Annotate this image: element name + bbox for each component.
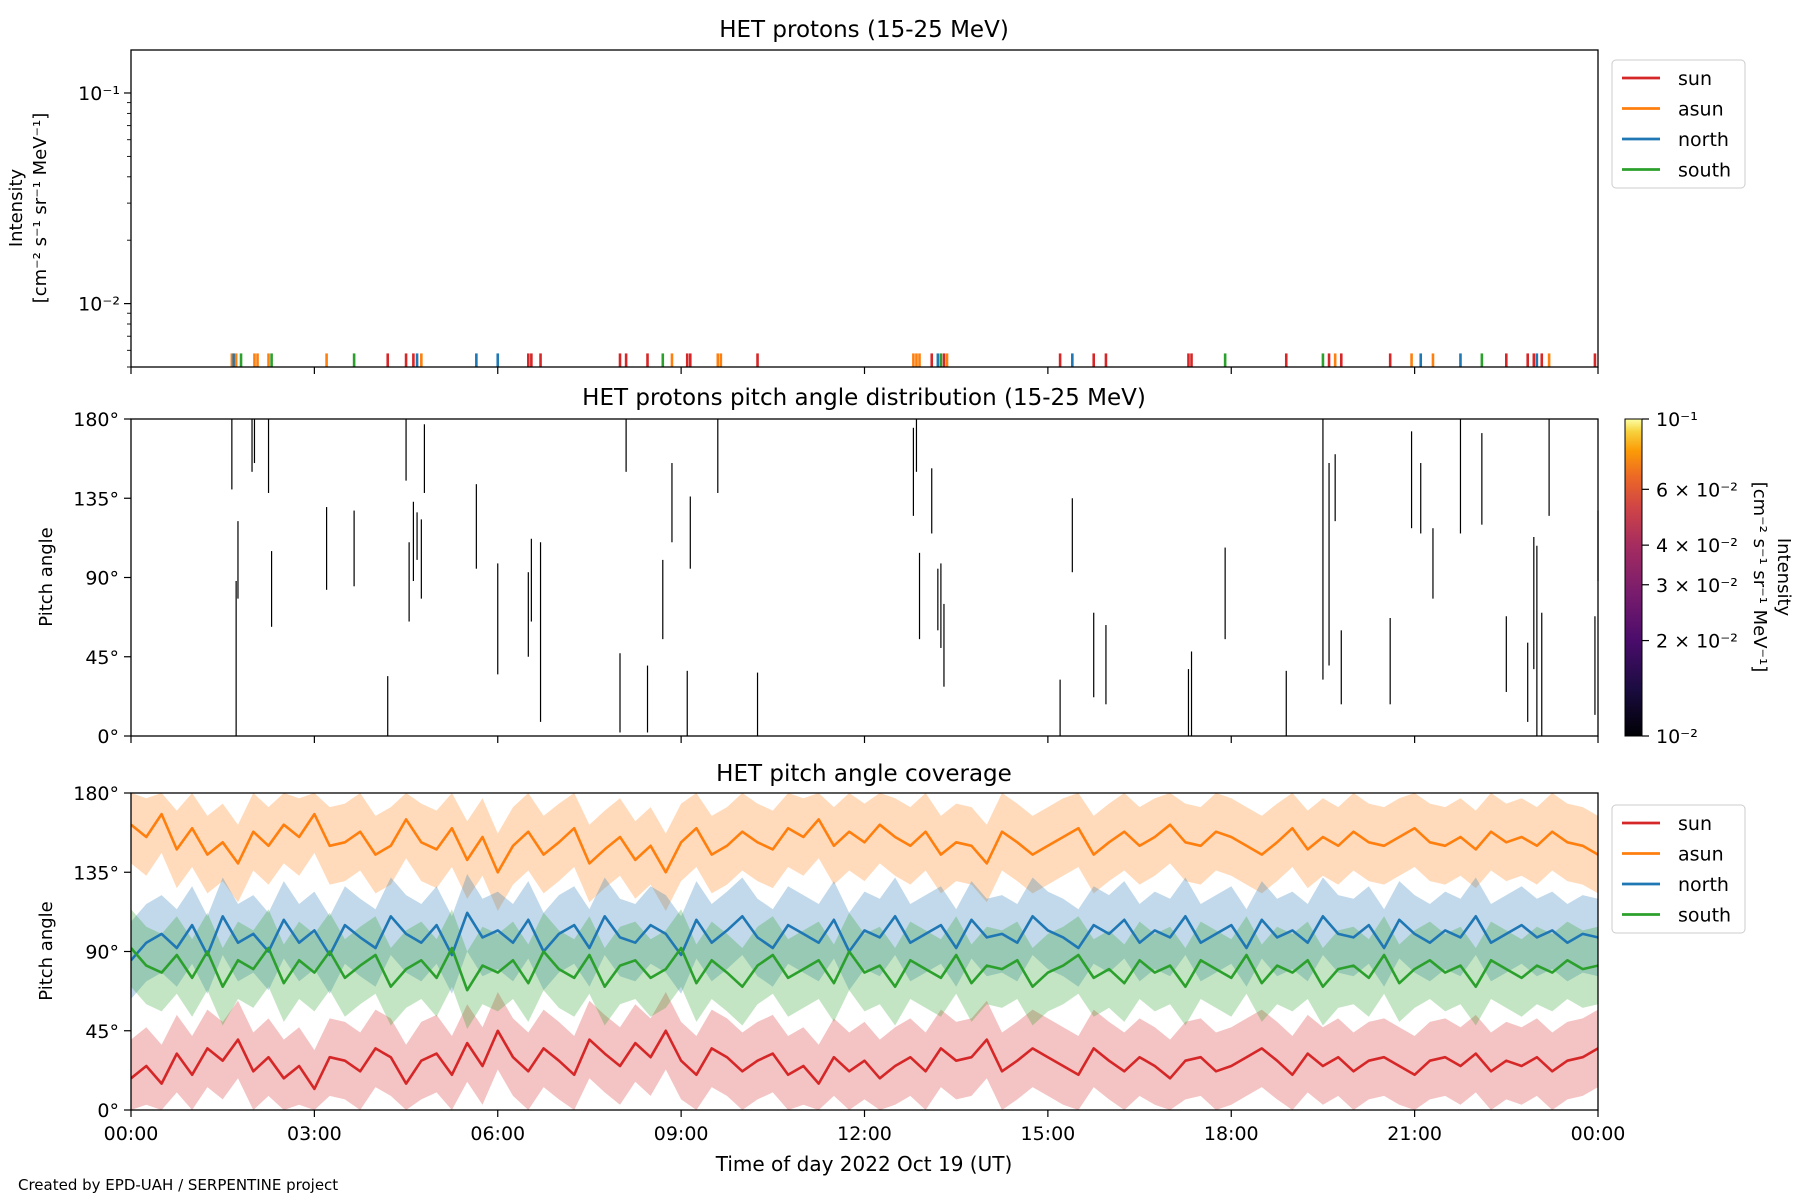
colorbar-tick-label: 2 × 10⁻² bbox=[1656, 631, 1738, 653]
intensity-panel-title: HET protons (15-25 MeV) bbox=[719, 17, 1009, 43]
pitch-distribution-y-tick-label: 180° bbox=[73, 409, 119, 431]
coverage-panel: HET pitch angle coverage 0° 45° 90° 135° 180… bbox=[36, 761, 1746, 1176]
intensity-y-label: Intensity bbox=[6, 168, 27, 247]
pitch-distribution-y-tick-label: 45° bbox=[85, 647, 119, 669]
pitch-distribution-y-axis: 0° 45° 90° 135° 180° bbox=[73, 409, 131, 748]
pitch-distribution-frame bbox=[130, 418, 1599, 737]
intensity-y-tick-label: 10⁻² bbox=[78, 294, 120, 316]
intensity-legend-label-sun: sun bbox=[1678, 68, 1712, 90]
coverage-x-tick-label: 00:00 bbox=[104, 1123, 159, 1145]
coverage-y-tick-label: 45° bbox=[85, 1021, 119, 1043]
coverage-y-tick-label: 135° bbox=[73, 862, 119, 884]
coverage-x-tick-label: 09:00 bbox=[654, 1123, 709, 1145]
pitch-distribution-panel: HET protons pitch angle distribution (15… bbox=[36, 385, 1794, 748]
coverage-legend-label-sun: sun bbox=[1678, 813, 1712, 835]
coverage-x-tick-label: 03:00 bbox=[287, 1123, 342, 1145]
colorbar-tick-label: 10⁻¹ bbox=[1656, 409, 1698, 431]
colorbar-tick-label: 10⁻² bbox=[1656, 726, 1698, 748]
colorbar-tick-label: 4 × 10⁻² bbox=[1656, 535, 1738, 557]
intensity-legend: sun asun north south bbox=[1611, 59, 1746, 189]
pitch-distribution-y-tick-label: 0° bbox=[97, 726, 119, 748]
intensity-legend-label-south: south bbox=[1678, 160, 1731, 182]
coverage-y-label: Pitch angle bbox=[36, 901, 57, 1000]
coverage-line-asun bbox=[131, 812, 1598, 874]
coverage-x-tick-label: 12:00 bbox=[837, 1123, 892, 1145]
x-axis-label: Time of day 2022 Oct 19 (UT) bbox=[715, 1152, 1013, 1176]
coverage-legend-box bbox=[1611, 804, 1746, 934]
intensity-x-ticks bbox=[130, 367, 1599, 374]
intensity-panel: HET protons (15-25 MeV) 10⁻¹ 10⁻² Intensi… bbox=[6, 17, 1746, 374]
coverage-x-tick-label: 00:00 bbox=[1571, 1123, 1626, 1145]
coverage-line-north bbox=[131, 911, 1598, 962]
pitch-distribution-y-tick-label: 90° bbox=[85, 568, 119, 590]
coverage-y-tick-label: 0° bbox=[97, 1100, 119, 1122]
colorbar-unit: [cm⁻² s⁻¹ sr⁻¹ MeV⁻¹] bbox=[1749, 482, 1770, 673]
coverage-y-tick-label: 180° bbox=[73, 783, 119, 805]
credit-text: Created by EPD-UAH / SERPENTINE project bbox=[18, 1176, 339, 1194]
colorbar-tick-label: 6 × 10⁻² bbox=[1656, 479, 1738, 501]
coverage-legend-label-north: north bbox=[1678, 874, 1729, 896]
coverage-x-axis: 00:00 03:00 06:00 09:00 12:00 15:00 18:00 21:00… bbox=[104, 1110, 1626, 1145]
pitch-distribution-cells bbox=[231, 419, 1599, 736]
coverage-band-asun bbox=[131, 793, 1598, 911]
coverage-legend: sun asun north south bbox=[1611, 804, 1746, 934]
intensity-legend-box bbox=[1611, 59, 1746, 189]
coverage-x-tick-label: 21:00 bbox=[1387, 1123, 1442, 1145]
coverage-line-sun bbox=[131, 1029, 1598, 1091]
intensity-y-unit: [cm⁻² s⁻¹ sr⁻¹ MeV⁻¹] bbox=[30, 113, 51, 304]
coverage-x-tick-label: 15:00 bbox=[1020, 1123, 1075, 1145]
coverage-series bbox=[131, 793, 1598, 1110]
intensity-y-axis: 10⁻¹ 10⁻² bbox=[78, 83, 131, 368]
coverage-y-axis: 0° 45° 90° 135° 180° bbox=[73, 783, 131, 1122]
coverage-legend-label-south: south bbox=[1678, 905, 1731, 927]
colorbar-gradient bbox=[1624, 418, 1643, 737]
pitch-distribution-title: HET protons pitch angle distribution (15… bbox=[582, 385, 1146, 411]
coverage-legend-label-asun: asun bbox=[1678, 844, 1724, 866]
coverage-line-south bbox=[131, 946, 1598, 992]
intensity-legend-label-north: north bbox=[1678, 129, 1729, 151]
coverage-band-south bbox=[131, 909, 1598, 1029]
colorbar-label: Intensity bbox=[1773, 538, 1794, 617]
pitch-distribution-y-label: Pitch angle bbox=[36, 527, 57, 626]
coverage-x-tick-label: 06:00 bbox=[470, 1123, 525, 1145]
coverage-y-tick-label: 90° bbox=[85, 942, 119, 964]
colorbar-ticks: 10⁻¹ 6 × 10⁻² 4 × 10⁻² 3 × 10⁻² 2 × 10⁻² 10⁻² bbox=[1642, 409, 1738, 748]
intensity-plot-frame bbox=[130, 49, 1599, 368]
intensity-y-tick-label: 10⁻¹ bbox=[78, 83, 120, 105]
pitch-distribution-x-ticks bbox=[130, 736, 1599, 743]
intensity-legend-label-asun: asun bbox=[1678, 99, 1724, 121]
coverage-band-sun bbox=[131, 992, 1598, 1110]
pitch-distribution-y-tick-label: 135° bbox=[73, 488, 119, 510]
coverage-x-tick-label: 18:00 bbox=[1204, 1123, 1259, 1145]
colorbar-tick-label: 3 × 10⁻² bbox=[1656, 575, 1738, 597]
colorbar: 10⁻¹ 6 × 10⁻² 4 × 10⁻² 3 × 10⁻² 2 × 10⁻² 10⁻²… bbox=[1624, 409, 1794, 748]
coverage-panel-title: HET pitch angle coverage bbox=[716, 761, 1012, 787]
coverage-band-north bbox=[131, 874, 1598, 999]
